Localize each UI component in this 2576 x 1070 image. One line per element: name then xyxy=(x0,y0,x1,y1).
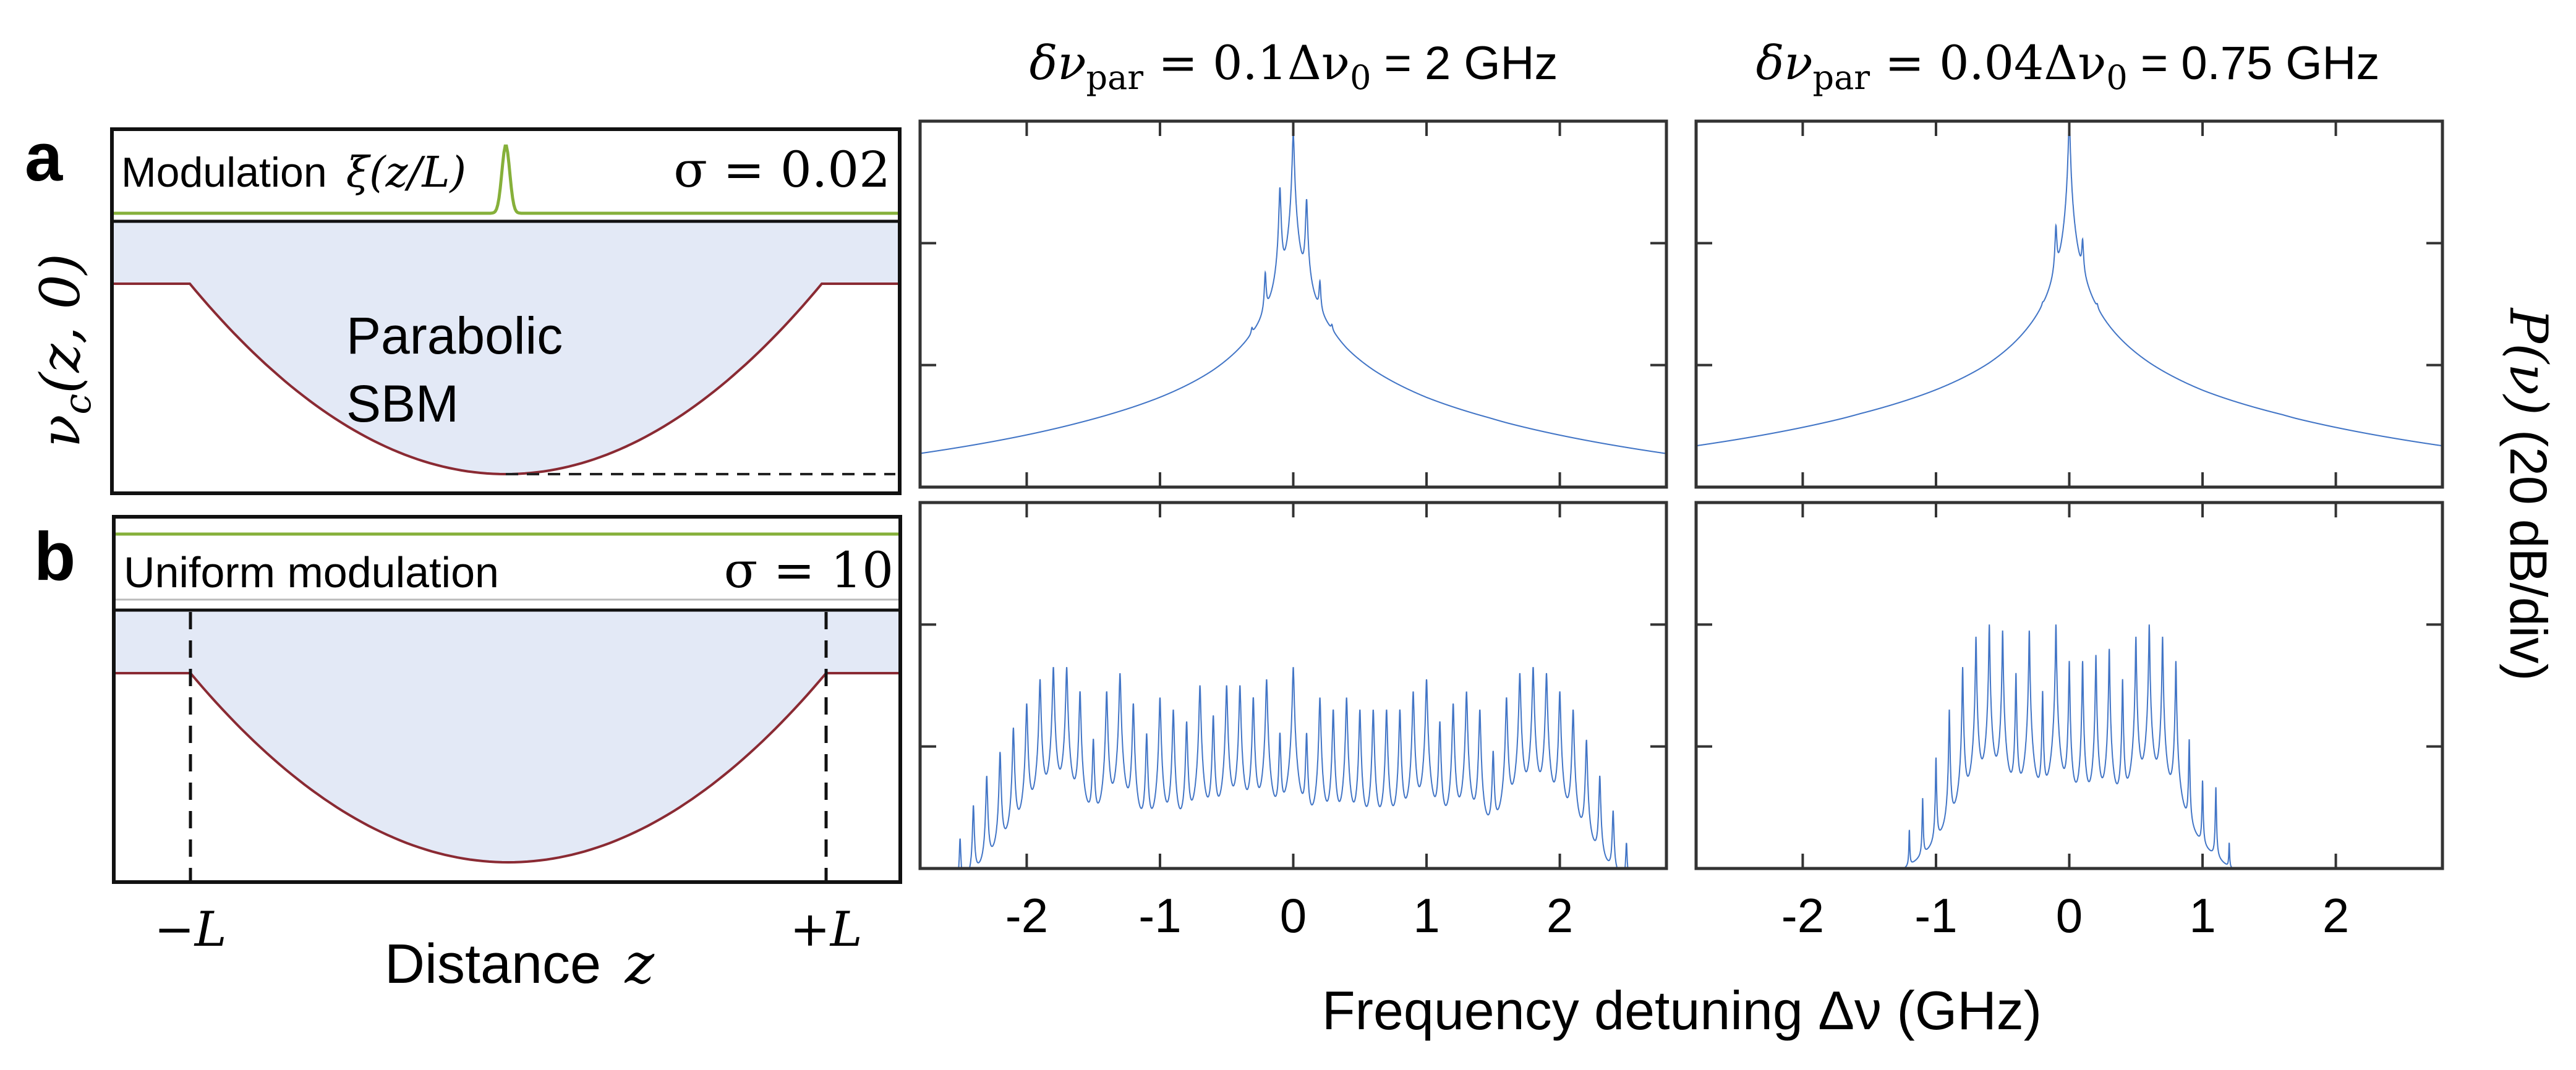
schematic-panel-b: b Uniform modulation σ = 10 xyxy=(34,515,902,884)
xtick-minus-L: −L xyxy=(154,902,226,957)
parabolic-potential-fill xyxy=(115,611,899,862)
ylabel-symbol: P(ν) xyxy=(2498,307,2559,415)
xtick-label: 1 xyxy=(1413,888,1439,943)
title-value: = 0.75 GHz xyxy=(2128,37,2380,90)
ylabel-unit: (20 dB/div) xyxy=(2499,415,2557,681)
schematic-ylabel: νc(z, 0) xyxy=(28,253,100,448)
schematic-xlabel: Distance z xyxy=(385,932,655,996)
xtick-label: -1 xyxy=(1914,888,1957,943)
xtick-label: -2 xyxy=(1005,888,1048,943)
column-title-1: δνpar = 0.1Δν0 = 2 GHz xyxy=(1030,35,1558,97)
sigma-label-b: σ = 10 xyxy=(724,541,893,599)
xtick-label: -1 xyxy=(1138,888,1181,943)
title-symbol: δν xyxy=(1030,35,1086,90)
plot-frame xyxy=(918,119,1668,489)
modulation-label: Modulation ξ(z/L) xyxy=(121,148,466,197)
parabolic-potential-curve xyxy=(115,672,899,864)
plot-frame xyxy=(1694,119,2444,489)
sigma-label-a: σ = 0.02 xyxy=(673,141,890,198)
modulation-function: ξ(z/L) xyxy=(346,148,466,197)
xlabel-variable: z xyxy=(625,932,655,996)
spectra-xlabel: Frequency detuning Δν (GHz) xyxy=(1322,980,2042,1041)
spectrum-line xyxy=(1696,121,2442,447)
xtick-label: 0 xyxy=(2056,888,2083,943)
column-title-2: δνpar = 0.04Δν0 = 0.75 GHz xyxy=(1756,35,2380,97)
plot-frame xyxy=(918,501,1668,870)
structure-label-2: SBM xyxy=(346,375,459,433)
xtick-label: 2 xyxy=(1546,888,1573,943)
spectra-ylabel: P(ν) (20 dB/div) xyxy=(2498,307,2559,681)
structure-label-1: Parabolic xyxy=(346,307,563,365)
panel-label-a: a xyxy=(25,119,63,195)
title-subscript: par xyxy=(1086,58,1144,97)
panel-label-b: b xyxy=(34,519,75,595)
spectrum-panel-b: -2 -1 0 1 2 xyxy=(1694,501,2444,943)
spectrum-panel-a xyxy=(1694,119,2444,489)
gaussian-modulation-curve xyxy=(113,144,898,215)
ylabel-subscript: c xyxy=(56,394,100,415)
title-symbol: δν xyxy=(1756,35,1813,90)
xtick-label: -2 xyxy=(1781,888,1824,943)
spectrum-line xyxy=(920,133,1666,454)
spectrum-panel-b: -2 -1 0 1 2 xyxy=(918,501,1668,943)
ylabel-symbol: ν xyxy=(28,415,92,448)
spectra-plots: -2 -1 0 1 2 -2 -1 0 1 2 xyxy=(918,119,2444,943)
xtick-plus-L: +L xyxy=(790,902,862,957)
title-subscript: 0 xyxy=(2106,58,2127,97)
xtick-label: 1 xyxy=(2189,888,2216,943)
parabolic-potential-fill xyxy=(113,223,898,474)
ylabel-args: (z, 0) xyxy=(28,253,92,394)
title-expression: = 0.1Δν xyxy=(1143,35,1350,90)
title-value: = 2 GHz xyxy=(1371,37,1558,90)
panel-a-frame xyxy=(110,127,902,495)
panel-b-frame xyxy=(112,515,902,884)
modulation-text: Modulation xyxy=(121,149,327,196)
xtick-label: 0 xyxy=(1280,888,1307,943)
spectrum-line xyxy=(1903,624,2234,868)
schematic-panel-a: a Modulation ξ(z/L) σ = 0.02 Parabolic S… xyxy=(25,119,902,495)
title-subscript: 0 xyxy=(1350,58,1371,97)
xlabel-text: Distance xyxy=(385,933,601,995)
uniform-modulation-label: Uniform modulation xyxy=(124,548,499,597)
xtick-label: 2 xyxy=(2322,888,2349,943)
spectrum-line xyxy=(958,667,1629,868)
spectrum-panel-a xyxy=(918,119,1668,489)
title-subscript: par xyxy=(1813,58,1870,97)
title-expression: = 0.04Δν xyxy=(1870,35,2106,90)
